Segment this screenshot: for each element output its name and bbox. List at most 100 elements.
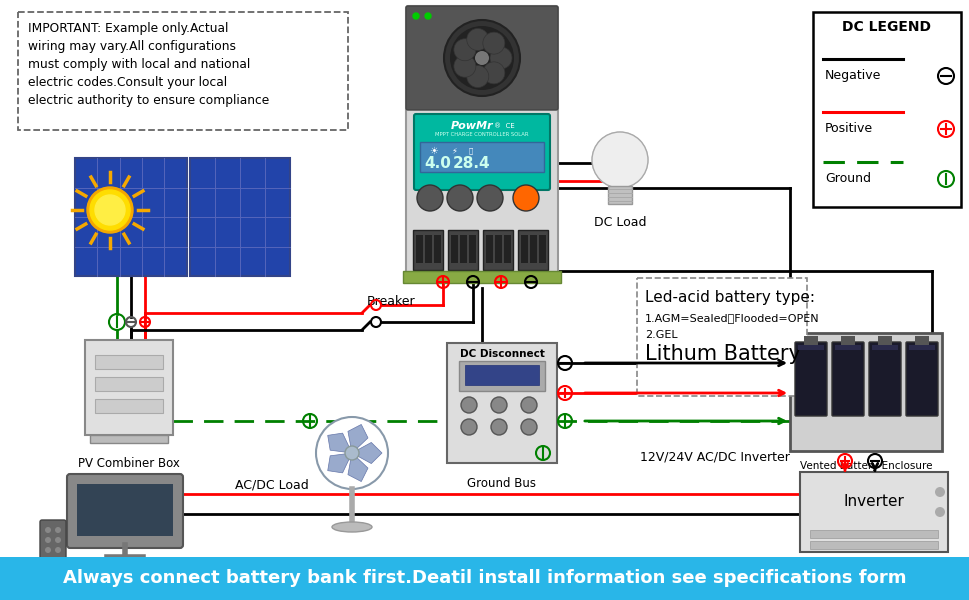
Polygon shape (348, 453, 367, 482)
Circle shape (600, 140, 640, 180)
Circle shape (477, 185, 503, 211)
Polygon shape (328, 433, 352, 453)
Text: Ground Bus: Ground Bus (467, 477, 536, 490)
Bar (517, 230, 547, 270)
Circle shape (520, 397, 537, 413)
Text: Breaker: Breaker (366, 295, 415, 308)
Circle shape (460, 397, 477, 413)
Circle shape (316, 417, 388, 489)
Bar (799, 472, 947, 552)
Circle shape (55, 527, 61, 533)
FancyBboxPatch shape (67, 474, 183, 548)
Text: PowMr: PowMr (451, 121, 493, 131)
Bar (494, 235, 502, 263)
Circle shape (466, 28, 488, 50)
Text: DC Disconnect: DC Disconnect (459, 349, 544, 359)
Bar (416, 235, 422, 263)
Text: DC Load: DC Load (593, 216, 645, 229)
Bar (190, 158, 290, 276)
Text: 1.AGM=Sealed、Flooded=OPEN: 1.AGM=Sealed、Flooded=OPEN (644, 313, 819, 323)
Bar (877, 336, 891, 345)
Bar (812, 12, 960, 207)
Text: Vented Battery Enclosure: Vented Battery Enclosure (798, 461, 931, 471)
Circle shape (513, 185, 539, 211)
Circle shape (591, 132, 647, 188)
Circle shape (444, 20, 519, 96)
Circle shape (87, 187, 133, 233)
Bar (520, 235, 527, 263)
Text: ☀: ☀ (429, 146, 438, 156)
Circle shape (417, 185, 443, 211)
Circle shape (460, 419, 477, 435)
Circle shape (45, 537, 51, 543)
Bar (424, 235, 431, 263)
Bar (433, 235, 441, 263)
Circle shape (475, 51, 488, 65)
Bar (75, 158, 187, 276)
Circle shape (93, 193, 127, 227)
Circle shape (595, 136, 643, 184)
Bar (797, 345, 823, 350)
Circle shape (450, 26, 514, 90)
FancyBboxPatch shape (406, 6, 557, 278)
Circle shape (490, 419, 507, 435)
Text: Lithum Battery: Lithum Battery (644, 344, 800, 364)
Bar (413, 230, 443, 270)
Bar (95, 377, 163, 391)
Circle shape (45, 547, 51, 553)
Bar (637, 278, 806, 396)
Bar (840, 336, 854, 345)
Bar (458, 361, 545, 391)
Text: 28.4: 28.4 (453, 157, 490, 172)
Bar (834, 345, 860, 350)
Bar (504, 235, 511, 263)
Circle shape (447, 185, 473, 211)
Text: ®  CE: ® CE (493, 123, 514, 129)
FancyBboxPatch shape (40, 520, 66, 562)
Circle shape (466, 65, 488, 88)
Bar (420, 142, 544, 172)
Circle shape (95, 195, 125, 225)
Circle shape (453, 39, 476, 61)
FancyBboxPatch shape (414, 114, 549, 190)
Bar (608, 186, 632, 204)
Circle shape (453, 55, 476, 77)
Text: ⚡: ⚡ (451, 146, 456, 155)
Bar (448, 230, 478, 270)
Bar (485, 235, 492, 263)
Polygon shape (328, 453, 352, 473)
Bar (809, 541, 937, 549)
Text: 12V/24V AC/DC Inverter: 12V/24V AC/DC Inverter (640, 451, 789, 464)
Text: Inverter: Inverter (843, 494, 903, 509)
Bar (871, 345, 897, 350)
Bar (908, 345, 934, 350)
FancyBboxPatch shape (831, 342, 863, 416)
Bar (0, 557, 969, 600)
Bar (459, 235, 466, 263)
Bar (402, 271, 560, 283)
Circle shape (934, 487, 944, 497)
Ellipse shape (331, 522, 372, 532)
Circle shape (520, 419, 537, 435)
Circle shape (413, 13, 419, 19)
Circle shape (591, 132, 647, 188)
Bar (95, 399, 163, 413)
Text: Always connect battery bank first.Deatil install information see specifications : Always connect battery bank first.Deatil… (63, 569, 906, 587)
Text: 2.GEL: 2.GEL (644, 330, 677, 340)
Circle shape (489, 47, 512, 69)
Circle shape (55, 537, 61, 543)
Circle shape (934, 507, 944, 517)
Circle shape (483, 62, 504, 84)
Bar (483, 230, 513, 270)
Text: MPPT CHARGE CONTROLLER SOLAR: MPPT CHARGE CONTROLLER SOLAR (435, 133, 528, 137)
Circle shape (91, 191, 128, 229)
Polygon shape (352, 442, 382, 464)
Bar (18, 12, 348, 130)
Bar (464, 365, 539, 385)
Text: 🔋: 🔋 (468, 148, 473, 154)
Text: AC/DC Load: AC/DC Load (234, 479, 308, 492)
Bar (803, 336, 817, 345)
Polygon shape (348, 424, 367, 453)
Text: Positive: Positive (825, 122, 872, 136)
Text: PV Combiner Box: PV Combiner Box (78, 457, 180, 470)
